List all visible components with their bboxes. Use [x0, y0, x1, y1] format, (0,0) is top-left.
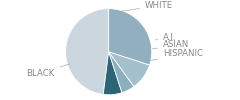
Text: A.I.: A.I. [155, 33, 177, 42]
Wedge shape [103, 52, 122, 95]
Text: WHITE: WHITE [120, 1, 173, 11]
Text: BLACK: BLACK [26, 64, 70, 78]
Wedge shape [109, 52, 150, 86]
Wedge shape [109, 52, 134, 93]
Text: HISPANIC: HISPANIC [148, 50, 203, 61]
Text: ASIAN: ASIAN [152, 40, 189, 49]
Wedge shape [109, 9, 152, 65]
Wedge shape [66, 9, 109, 94]
